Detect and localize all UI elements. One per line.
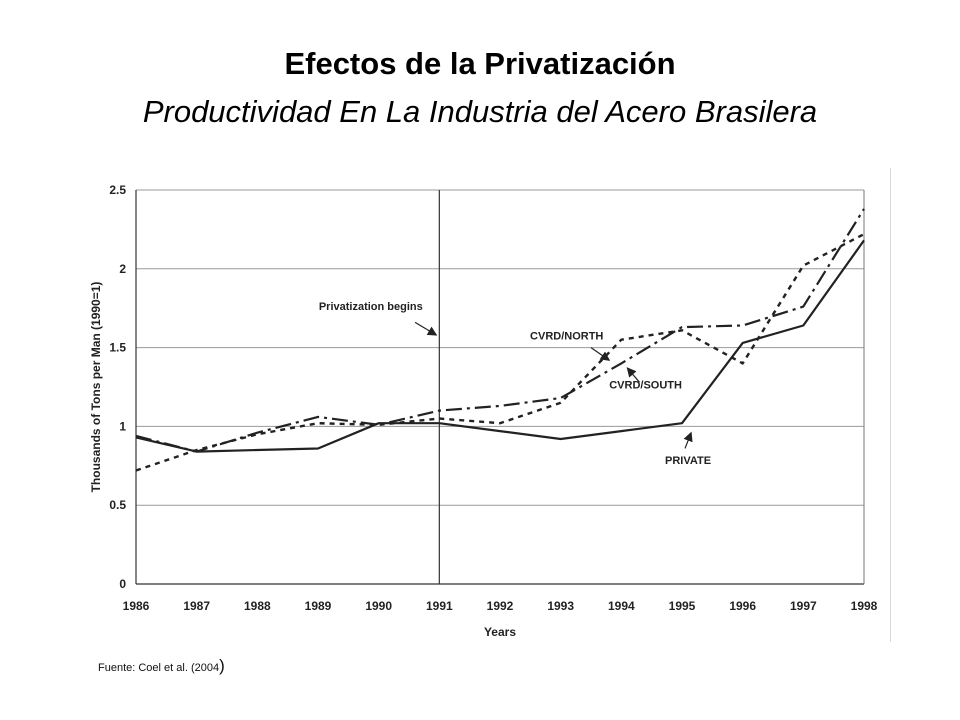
chart-subtitle: Productividad En La Industria del Acero …	[142, 94, 818, 129]
x-axis-title: Years	[484, 625, 516, 639]
source-close-paren: )	[219, 656, 225, 675]
x-tick-label: 1986	[123, 599, 150, 613]
x-tick-label: 1993	[547, 599, 574, 613]
y-axis-title: Thousands of Tons per Man (1990=1)	[89, 282, 103, 493]
annotation-private: PRIVATE	[665, 455, 711, 467]
x-tick-label: 1989	[305, 599, 332, 613]
annotation-privatization-begins: Privatization begins	[319, 301, 423, 313]
annotation-cvrd-north: CVRD/NORTH	[530, 331, 603, 343]
x-tick-label: 1995	[669, 599, 696, 613]
x-tick-label: 1994	[608, 599, 635, 613]
line-chart: 0 0.5 1 1.5 2 2.5 1986 1987 1988 1989 1990 1991 1992…	[89, 183, 878, 639]
y-tick-label: 2.5	[109, 183, 126, 197]
x-tick-label: 1991	[426, 599, 453, 613]
x-tick-label: 1987	[183, 599, 210, 613]
source-text: Fuente: Coel et al. (2004	[98, 662, 220, 674]
x-tick-label: 1996	[729, 599, 756, 613]
annotation-arrow	[626, 367, 640, 383]
private-series-line	[135, 239, 865, 453]
x-tick-label: 1992	[487, 599, 514, 613]
y-tick-label: 2	[119, 262, 126, 276]
y-tick-label: 1	[119, 419, 126, 433]
y-tick-label: 1.5	[109, 341, 126, 355]
x-tick-label: 1997	[790, 599, 817, 613]
x-tick-label: 1998	[851, 599, 878, 613]
annotation-cvrd-south: CVRD/SOUTH	[609, 380, 682, 392]
y-tick-label: 0.5	[109, 498, 126, 512]
cvrd-south-series-line	[135, 208, 865, 453]
y-tick-label: 0	[119, 577, 126, 591]
source-note: Fuente: Coel et al. (2004)	[98, 656, 225, 676]
cvrd-north-series-line	[135, 233, 865, 472]
annotation-arrow	[590, 347, 611, 361]
x-tick-label: 1990	[365, 599, 392, 613]
annotation-arrow	[683, 431, 693, 449]
chart-panel: 0 0.5 1 1.5 2 2.5 1986 1987 1988 1989 1990 1991 1992…	[68, 168, 891, 642]
annotation-arrow	[414, 321, 438, 336]
x-tick-label: 1988	[244, 599, 271, 613]
chart-title: Efectos de la Privatización	[284, 46, 676, 81]
